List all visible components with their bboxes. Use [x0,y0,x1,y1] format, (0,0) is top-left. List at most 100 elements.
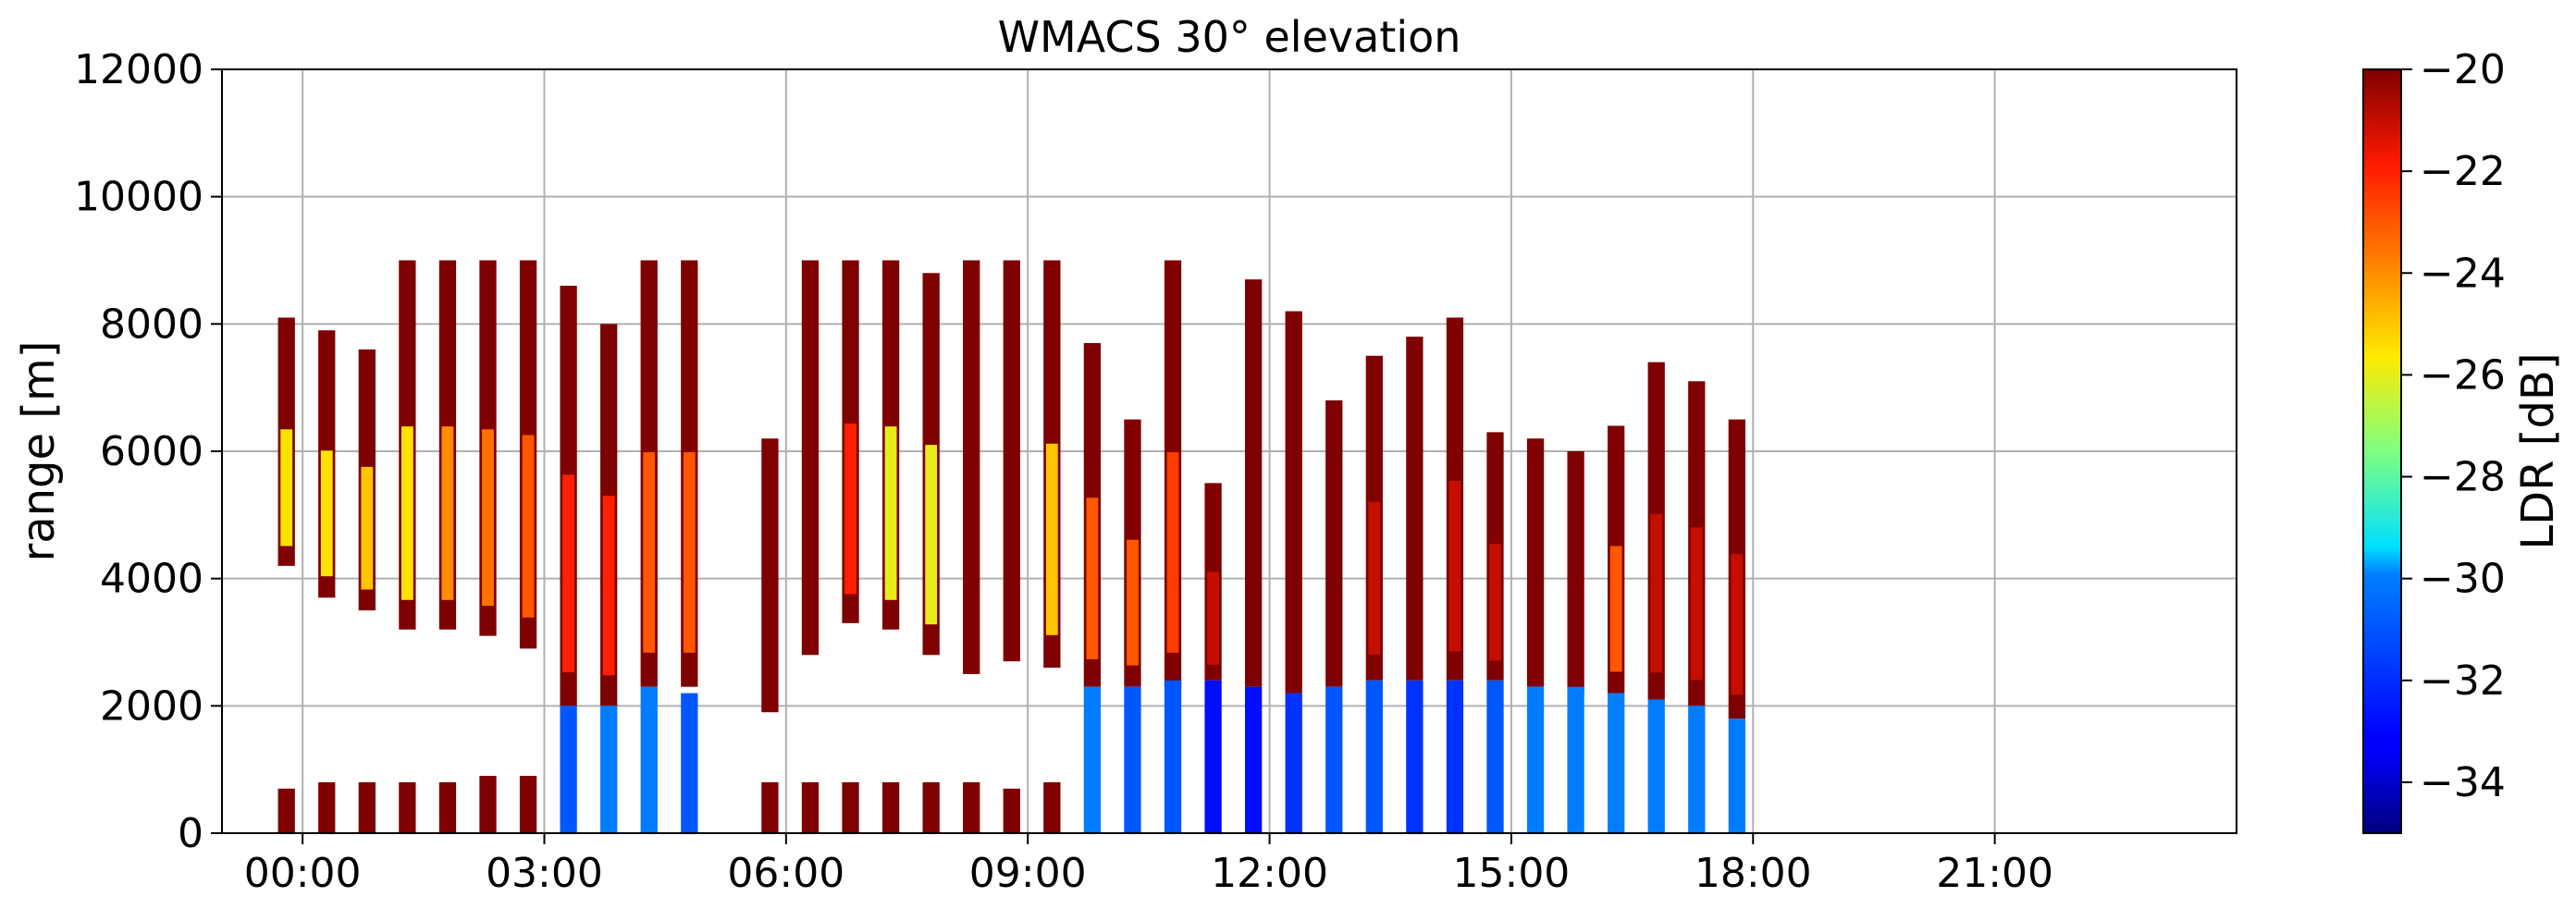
colorbar-tick-label: −22 [2420,148,2506,195]
scan-lower-layer [1608,693,1625,833]
scan-lower-layer [1406,680,1424,833]
colorbar-tick-label: −30 [2420,556,2506,603]
scan-lower-layer [1526,686,1545,833]
colorbar-label: LDR [dB] [2512,352,2564,549]
scan-core [965,446,978,642]
colorbar-tick-label: −32 [2420,657,2506,705]
colorbar-tick-label: −24 [2420,250,2506,297]
x-tick-label: 18:00 [1695,850,1812,897]
scan-core [1408,491,1421,654]
scan-core [643,452,656,653]
scan-lower-layer [681,693,698,833]
scan-lower-layer [1688,706,1706,833]
scan-core [1609,546,1622,672]
scan-lower-layer [1164,680,1182,833]
scan-core [1327,529,1340,664]
scan-lower-layer [519,776,537,833]
colorbar-tick-label: −20 [2420,46,2506,93]
y-tick-label: 2000 [100,682,203,730]
scan-lower-layer [1325,686,1343,833]
scan-lower-layer [1244,686,1263,833]
scan-lower-layer [1003,788,1020,833]
scan-lower-layer [1204,680,1222,833]
x-axis-ticks: 00:00 03:00 06:00 09:00 12:00 15:00 18:00 21:00 [244,833,2053,897]
scan-lower-layer [1647,699,1665,833]
scan-core [320,450,333,577]
colorbar [2362,68,2402,834]
scan-core [1288,483,1300,663]
scan-lower-layer [1567,686,1584,833]
y-axis-label: range [m] [13,340,65,561]
x-tick-label: 03:00 [486,850,603,897]
scan-core [1247,462,1260,655]
scan-lower-layer [438,781,457,833]
scan-core [1086,497,1099,659]
scan-core [1207,571,1219,665]
scan-core [804,437,817,624]
colorbar-tick-label: −34 [2420,759,2506,806]
y-tick-label: 0 [178,810,203,857]
scan-core [1570,559,1583,674]
scan-core [1045,443,1058,635]
scan-lower-layer [1083,686,1102,833]
colorbar-tick-label: −26 [2420,351,2506,399]
scan-lower-layer [277,788,295,833]
y-tick-label: 10000 [74,174,203,221]
scan-core [361,466,374,590]
scan-core [1166,452,1179,653]
x-tick-label: 00:00 [244,850,362,897]
y-tick-label: 4000 [100,556,203,603]
scan-core [1650,513,1663,673]
scan-lower-layer [358,781,376,833]
scan-core [844,424,857,595]
scan-lower-layer [1486,680,1504,833]
scan-core [1489,544,1501,661]
y-tick-label: 12000 [74,46,203,93]
x-tick-label: 15:00 [1453,850,1571,897]
scan-lower-layer [963,781,980,833]
colorbar-ticks: −20 −22 −24 −26 −28 −30 −32 −34 [2401,46,2506,806]
scan-lower-layer [1285,693,1302,833]
chart-title: WMACS 30° elevation [998,12,1461,62]
scan-core [602,496,615,676]
scan-lower-layer [318,781,336,833]
scan-lower-layer [600,706,618,833]
scan-lower-layer [1728,719,1746,833]
scan-lower-layer [560,706,577,833]
scan-core [280,429,293,547]
y-tick-label: 8000 [100,301,203,348]
scan-core [764,561,776,691]
x-tick-label: 21:00 [1936,850,2053,897]
scan-lower-layer [881,781,900,833]
scan-core [884,426,897,600]
scan-core [401,426,413,600]
scan-core [1448,481,1461,652]
data-scans [277,260,1746,833]
scan-lower-layer [640,686,658,833]
scan-lower-layer [399,781,416,833]
scan-lower-layer [479,776,497,833]
scan-core [1529,550,1542,668]
scan-lower-layer [801,781,820,833]
grid-lines [222,69,2237,833]
scan-core [441,426,454,600]
y-axis-ticks: 0 2000 4000 6000 8000 10000 12000 [74,46,222,857]
x-tick-label: 09:00 [969,850,1087,897]
scan-lower-layer [761,781,779,833]
scan-core [683,452,696,653]
scan-core [925,445,938,625]
scan-lower-layer [842,781,859,833]
scan-lower-layer [922,781,940,833]
scan-lower-layer [1124,686,1141,833]
scan-lower-layer [1365,680,1383,833]
x-tick-label: 12:00 [1211,850,1328,897]
scan-core [522,435,535,618]
scan-core [1005,440,1018,630]
scan-core [1368,501,1381,655]
scan-core [1690,527,1703,681]
x-tick-label: 06:00 [727,850,844,897]
scan-core [1127,539,1139,666]
y-tick-label: 6000 [100,428,203,475]
scan-lower-layer [1043,781,1061,833]
